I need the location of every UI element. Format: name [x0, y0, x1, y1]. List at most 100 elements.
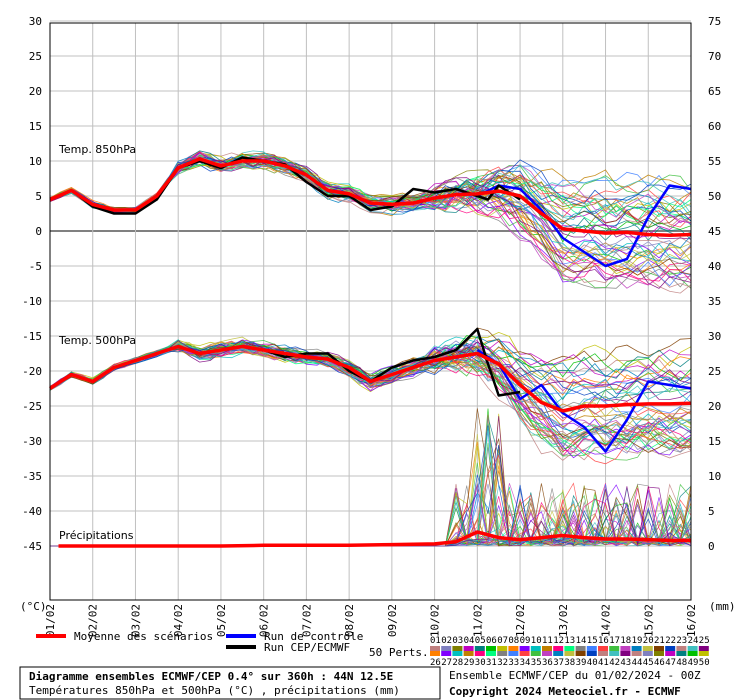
pert-swatch [631, 651, 642, 656]
pert-number: 16 [598, 636, 609, 646]
pert-number: 06 [486, 636, 497, 646]
pert-swatch [698, 646, 709, 651]
y-right-tick-label: 60 [708, 120, 721, 133]
x-tick-label: 12/02 [514, 604, 527, 637]
pert-swatch [463, 646, 474, 651]
legend-label-control: Run de contrôle [264, 630, 363, 643]
info-title: Diagramme ensembles ECMWF/CEP 0.4° sur 3… [29, 670, 393, 683]
y-right-tick-label: 30 [708, 330, 721, 343]
pert-number: 35 [531, 658, 542, 668]
x-tick-label: 10/02 [429, 604, 442, 637]
pert-swatch [609, 651, 620, 656]
pert-number: 32 [497, 658, 508, 668]
pert-number: 12 [553, 636, 564, 646]
pert-number: 50 [699, 658, 710, 668]
pert-number: 09 [520, 636, 531, 646]
y-left-tick-label: 5 [35, 190, 42, 203]
pert-swatch [519, 651, 530, 656]
pert-number: 47 [665, 658, 676, 668]
pert-number: 31 [486, 658, 497, 668]
y-right-tick-label: 35 [708, 295, 721, 308]
pert-number: 24 [688, 636, 699, 646]
x-tick-label: 02/02 [87, 604, 100, 637]
series-t500-moyenne-des-sc-narios [49, 344, 692, 413]
pert-number: 27 [441, 658, 452, 668]
pert-number: 21 [654, 636, 665, 646]
y-left-tick-label: 10 [29, 155, 42, 168]
pert-number: 36 [542, 658, 553, 668]
x-tick-label: 08/02 [343, 604, 356, 637]
pert-swatch [698, 651, 709, 656]
pert-swatch [530, 646, 541, 651]
pert-number: 14 [576, 636, 587, 646]
x-tick-label: 15/02 [642, 604, 655, 637]
series-t850-moyenne-des-sc-narios [49, 157, 692, 237]
pert-swatch [642, 651, 653, 656]
x-tick-label: 09/02 [386, 604, 399, 637]
pert-number: 28 [452, 658, 463, 668]
pert-number: 26 [430, 658, 441, 668]
y-right-tick-label: 55 [708, 155, 721, 168]
y-left-tick-label: -25 [22, 400, 42, 413]
x-tick-label: 11/02 [471, 604, 484, 637]
info-box [19, 666, 441, 700]
pert-number: 03 [452, 636, 463, 646]
pert-swatch [598, 646, 608, 651]
legend-label-mean: Moyenne des scénarios [74, 630, 213, 643]
pert-swatch [620, 651, 631, 656]
pert-number: 01 [430, 636, 441, 646]
pert-swatch [665, 651, 676, 656]
pert-swatch [497, 651, 508, 656]
y-right-tick-label: 65 [708, 85, 721, 98]
y-left-tick-label: -10 [22, 295, 42, 308]
pert-number: 42 [609, 658, 620, 668]
pert-swatch [452, 646, 463, 651]
info-run: Ensemble ECMWF/CEP du 01/02/2024 - 00Z [449, 669, 701, 682]
pert-swatch [665, 646, 676, 651]
pert-number: 49 [688, 658, 699, 668]
x-tick-label: 05/02 [215, 604, 228, 637]
pert-swatch [542, 651, 552, 656]
pert-swatch [474, 646, 485, 651]
perturbation-key: 01 26 02 27 03 28 04 29 05 30 06 31 07 32 08 33 09 34 10 35… [430, 636, 710, 668]
pert-swatch [654, 651, 664, 656]
series-t500-run-de-contr-le [476, 348, 692, 453]
pert-number: 45 [643, 658, 654, 668]
pert-number: 15 [587, 636, 598, 646]
x-tick-label: 03/02 [129, 604, 142, 637]
y-right-tick-label: 0 [708, 540, 715, 553]
pert-number: 07 [497, 636, 508, 646]
legend: Moyenne des scénarios Run de contrôle Ru… [36, 630, 710, 668]
pert-number: 41 [598, 658, 609, 668]
y-right-tick-label: 15 [708, 435, 721, 448]
y-left-unit: (°C) [20, 600, 47, 613]
x-tick-label: 04/02 [172, 604, 185, 637]
panel-label-t500: Temp. 500hPa [58, 334, 136, 347]
info-subtitle: Températures 850hPa et 500hPa (°C) , pré… [29, 684, 400, 697]
y-right-tick-label: 5 [708, 505, 715, 518]
panel-label-t850: Temp. 850hPa [58, 143, 136, 156]
series-t850-run-de-contr-le [476, 184, 692, 268]
pert-swatch [642, 646, 653, 651]
pert-swatch [575, 646, 586, 651]
pert-swatch [687, 646, 698, 651]
pert-number: 18 [620, 636, 631, 646]
pert-swatch [530, 651, 541, 656]
ensemble-member-t500 [49, 339, 692, 433]
pert-swatch [486, 646, 496, 651]
main-series [49, 156, 692, 548]
pert-number: 13 [564, 636, 575, 646]
legend-label-cep: Run CEP/ECMWF [264, 641, 350, 654]
pert-number: 22 [665, 636, 676, 646]
pert-number: 46 [654, 658, 665, 668]
series-t850-run-cep-ecmwf [49, 156, 521, 215]
pert-swatch [553, 651, 564, 656]
y-left-tick-label: -15 [22, 330, 42, 343]
y-left-tick-label: 30 [29, 15, 42, 28]
pert-number: 20 [643, 636, 654, 646]
pert-number: 19 [632, 636, 643, 646]
pert-swatch [441, 651, 452, 656]
pert-number: 34 [520, 658, 531, 668]
pert-swatch [463, 651, 474, 656]
